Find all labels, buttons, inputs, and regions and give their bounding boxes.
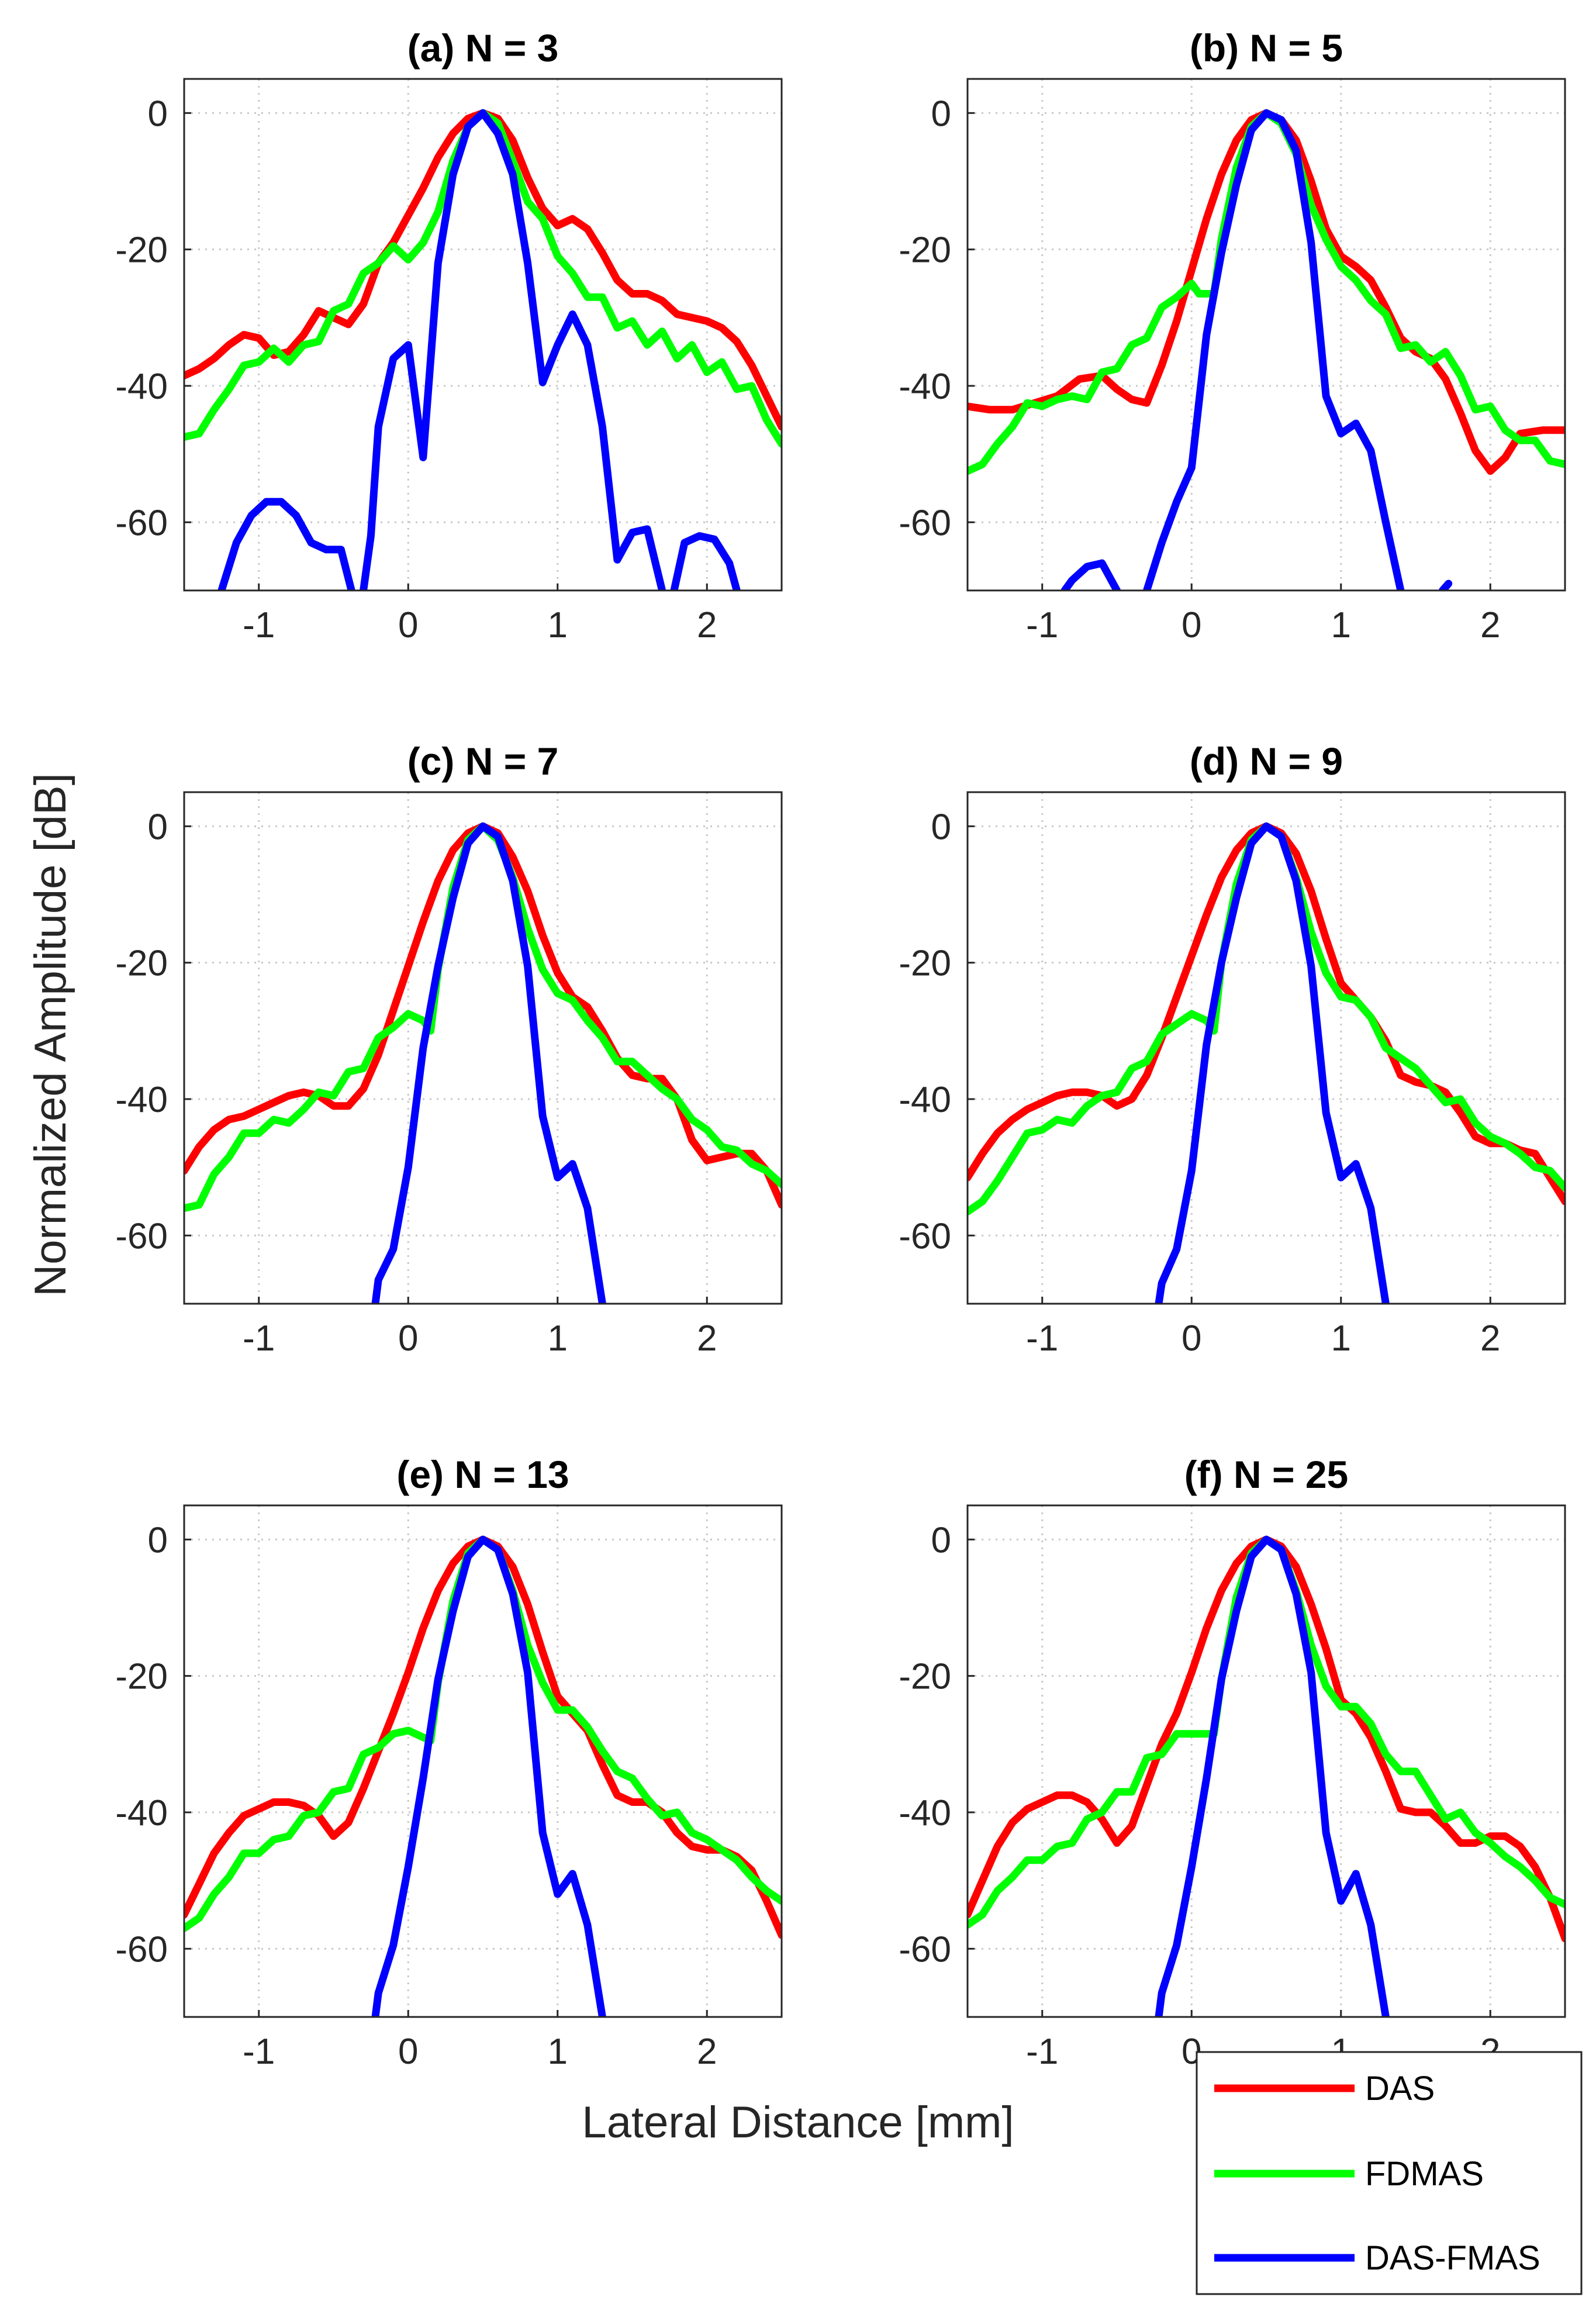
series-group <box>184 822 782 1304</box>
y-tick-label: 0 <box>931 94 951 134</box>
y-tick-label: 0 <box>148 807 168 847</box>
x-tick-label: 1 <box>1331 1318 1351 1359</box>
panel-1: -1 0 1 2 0 -20 -40 -60 (a) N = 3 <box>115 26 783 645</box>
x-tick-label: 0 <box>1182 1318 1201 1359</box>
y-axis-label: Normalized Amplitude [dB] <box>26 773 75 1297</box>
panel-title: (f) N = 25 <box>1184 1453 1349 1496</box>
axes-frame <box>183 791 783 1305</box>
axes-frame <box>966 791 1566 1305</box>
plot-area <box>968 792 1565 1304</box>
y-tick-label: 0 <box>931 1520 951 1560</box>
y-tick-label: -40 <box>899 1793 951 1833</box>
y-tick-label: -20 <box>115 230 168 271</box>
series-line-das-fmas <box>360 109 666 590</box>
panel-title: (c) N = 7 <box>407 740 559 783</box>
x-tick-label: 1 <box>548 1318 568 1359</box>
x-tick-label: -1 <box>243 605 275 645</box>
y-tick-label: -20 <box>115 944 168 984</box>
series-group <box>968 822 1565 1304</box>
series-line-das-fmas <box>1143 109 1405 590</box>
y-tick-label: 0 <box>931 807 951 847</box>
y-tick-label: -60 <box>115 1216 168 1256</box>
x-axis-label: Lateral Distance [mm] <box>582 2098 1014 2147</box>
axes-frame <box>966 1504 1566 2018</box>
series-line-das-fmas <box>371 822 606 1304</box>
x-tick-label: 1 <box>548 605 568 645</box>
axes-frame <box>183 1504 783 2018</box>
panel-title: (e) N = 13 <box>396 1453 569 1496</box>
plot-area <box>184 1505 782 2017</box>
panel-title: (a) N = 3 <box>407 26 559 70</box>
y-tick-label: -20 <box>899 230 951 271</box>
x-tick-label: 2 <box>697 2032 717 2072</box>
y-tick-label: -40 <box>115 1080 168 1120</box>
x-tick-label: 2 <box>697 605 717 645</box>
x-tick-label: 2 <box>1480 1318 1500 1359</box>
series-line-das-fmas <box>217 498 355 590</box>
panel-title: (d) N = 9 <box>1190 740 1343 783</box>
x-tick-label: 1 <box>1331 605 1351 645</box>
series-group <box>184 109 782 590</box>
y-tick-label: -20 <box>899 1657 951 1697</box>
y-tick-label: -60 <box>899 503 951 543</box>
y-tick-label: 0 <box>148 1520 168 1560</box>
y-tick-label: -40 <box>899 1080 951 1120</box>
x-tick-label: 0 <box>398 605 418 645</box>
y-tick-label: -60 <box>899 1216 951 1256</box>
axes-frame <box>966 78 1566 592</box>
legend: DAS FDMAS DAS-FMAS <box>1196 2051 1583 2295</box>
legend-label-das: DAS <box>1365 2070 1435 2108</box>
y-tick-label: -40 <box>115 1793 168 1833</box>
legend-label-fdmas: FDMAS <box>1365 2155 1484 2193</box>
x-tick-label: -1 <box>243 1318 275 1359</box>
y-tick-label: -60 <box>115 1929 168 1970</box>
series-group <box>184 1535 782 2017</box>
x-tick-label: -1 <box>1026 2032 1058 2072</box>
x-tick-label: -1 <box>1026 1318 1058 1359</box>
x-tick-label: 0 <box>398 1318 418 1359</box>
panel-5: -1 0 1 2 0 -20 -40 -60 (e) N = 13 <box>115 1453 783 2072</box>
y-tick-label: -60 <box>899 1929 951 1970</box>
series-line-das-fmas <box>1155 822 1390 1304</box>
y-tick-label: 0 <box>148 94 168 134</box>
plot-area <box>968 79 1565 590</box>
x-tick-label: 0 <box>398 2032 418 2072</box>
y-tick-label: -40 <box>899 367 951 407</box>
x-tick-label: 2 <box>697 1318 717 1359</box>
series-line-das-fmas <box>1155 1535 1390 2017</box>
series-line-das-fmas <box>1060 559 1121 590</box>
axes-frame <box>183 78 783 592</box>
series-line-das-fmas <box>371 1535 606 2017</box>
x-tick-label: 1 <box>548 2032 568 2072</box>
x-tick-label: -1 <box>243 2032 275 2072</box>
panel-3: -1 0 1 2 0 -20 -40 -60 (c) N = 7 <box>115 740 783 1359</box>
panel-4: -1 0 1 2 0 -20 -40 -60 (d) N = 9 <box>899 740 1566 1359</box>
x-tick-label: -1 <box>1026 605 1058 645</box>
plot-area <box>968 1505 1565 2017</box>
plot-area <box>184 79 782 590</box>
series-group <box>968 109 1565 590</box>
panel-2: -1 0 1 2 0 -20 -40 -60 (b) N = 5 <box>899 26 1566 645</box>
legend-label-das-fmas: DAS-FMAS <box>1365 2239 1540 2277</box>
y-tick-label: -60 <box>115 503 168 543</box>
x-tick-label: 0 <box>1182 605 1201 645</box>
series-group <box>968 1535 1565 2017</box>
y-tick-label: -40 <box>115 367 168 407</box>
plot-area <box>184 792 782 1304</box>
panel-title: (b) N = 5 <box>1190 26 1343 70</box>
x-tick-label: 2 <box>1480 605 1500 645</box>
series-line-das-fmas <box>670 532 741 590</box>
panels-container: -1 0 1 2 0 -20 -40 -60 (a) N = 3 -1 0 1 2 0 -20 -40 -60 (… <box>115 26 1566 2072</box>
y-tick-label: -20 <box>115 1657 168 1697</box>
y-tick-label: -20 <box>899 944 951 984</box>
series-line-das-fmas <box>1439 579 1453 590</box>
